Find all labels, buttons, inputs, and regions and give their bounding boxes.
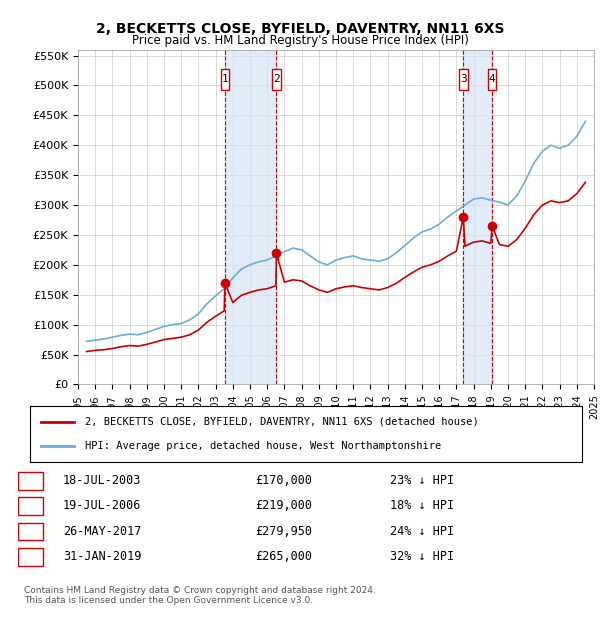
Text: 2, BECKETTS CLOSE, BYFIELD, DAVENTRY, NN11 6XS: 2, BECKETTS CLOSE, BYFIELD, DAVENTRY, NN… <box>96 22 504 36</box>
Text: 3: 3 <box>460 74 467 84</box>
FancyBboxPatch shape <box>272 69 281 91</box>
FancyBboxPatch shape <box>18 472 43 490</box>
Text: 18-JUL-2003: 18-JUL-2003 <box>63 474 142 487</box>
Text: 2: 2 <box>27 500 34 513</box>
Text: £265,000: £265,000 <box>255 550 312 563</box>
Text: 2, BECKETTS CLOSE, BYFIELD, DAVENTRY, NN11 6XS (detached house): 2, BECKETTS CLOSE, BYFIELD, DAVENTRY, NN… <box>85 417 479 427</box>
Text: 32% ↓ HPI: 32% ↓ HPI <box>390 550 454 563</box>
Text: Price paid vs. HM Land Registry's House Price Index (HPI): Price paid vs. HM Land Registry's House … <box>131 34 469 47</box>
Text: £279,950: £279,950 <box>255 525 312 538</box>
FancyBboxPatch shape <box>459 69 467 91</box>
Text: £170,000: £170,000 <box>255 474 312 487</box>
Text: 3: 3 <box>27 525 34 538</box>
Text: 4: 4 <box>489 74 496 84</box>
Text: 18% ↓ HPI: 18% ↓ HPI <box>390 500 454 513</box>
FancyBboxPatch shape <box>18 548 43 565</box>
FancyBboxPatch shape <box>221 69 229 91</box>
Text: 2: 2 <box>273 74 280 84</box>
Text: 23% ↓ HPI: 23% ↓ HPI <box>390 474 454 487</box>
Text: 24% ↓ HPI: 24% ↓ HPI <box>390 525 454 538</box>
FancyBboxPatch shape <box>18 523 43 541</box>
Text: 4: 4 <box>27 550 34 563</box>
Text: £219,000: £219,000 <box>255 500 312 513</box>
Bar <box>463 50 492 384</box>
Text: 1: 1 <box>221 74 228 84</box>
Text: 1: 1 <box>27 474 34 487</box>
Text: 31-JAN-2019: 31-JAN-2019 <box>63 550 142 563</box>
Text: 26-MAY-2017: 26-MAY-2017 <box>63 525 142 538</box>
Text: 19-JUL-2006: 19-JUL-2006 <box>63 500 142 513</box>
Bar <box>225 50 277 384</box>
FancyBboxPatch shape <box>18 497 43 515</box>
Text: Contains HM Land Registry data © Crown copyright and database right 2024.
This d: Contains HM Land Registry data © Crown c… <box>24 586 376 605</box>
Text: HPI: Average price, detached house, West Northamptonshire: HPI: Average price, detached house, West… <box>85 441 442 451</box>
FancyBboxPatch shape <box>488 69 496 91</box>
